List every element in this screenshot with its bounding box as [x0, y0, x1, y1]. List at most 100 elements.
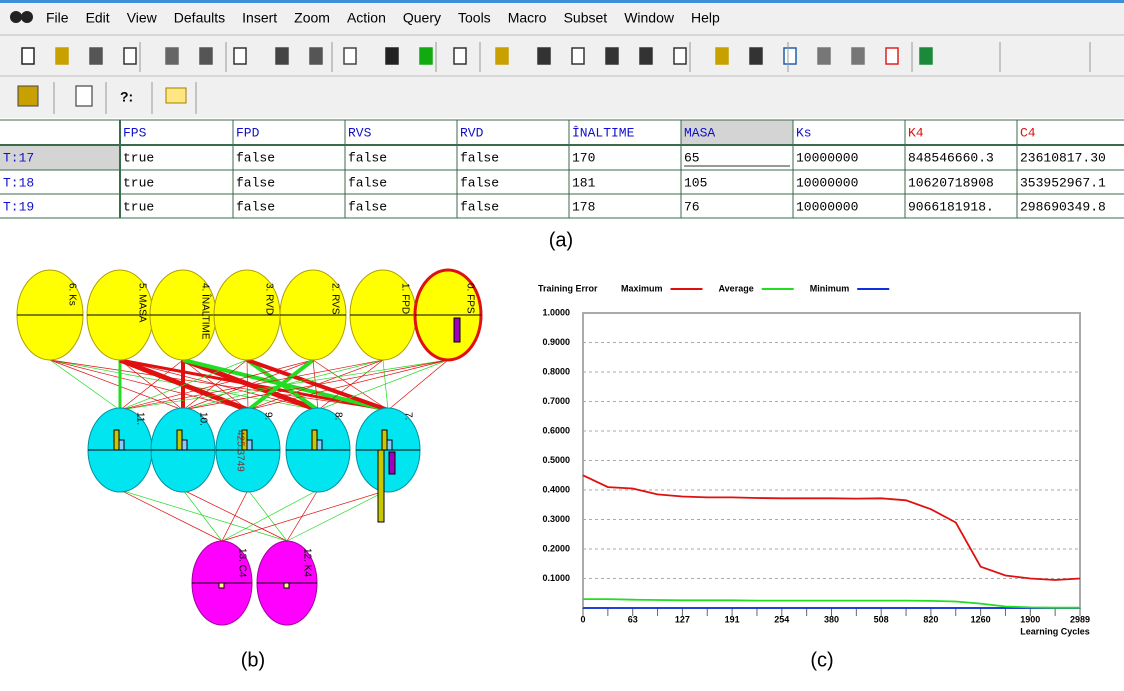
column-header: MASA	[684, 125, 715, 140]
table-cell: false	[236, 175, 275, 190]
row-header: T:17	[3, 150, 34, 165]
menu-item[interactable]: View	[127, 10, 158, 26]
y-tick-label: 0.9000	[542, 337, 570, 347]
table-cell: 298690349.8	[1020, 199, 1106, 214]
node-bar	[389, 452, 395, 474]
toolbar-text[interactable]: ?:	[120, 89, 133, 105]
table-cell: false	[460, 150, 499, 165]
toolbar-icon	[22, 48, 34, 64]
column-header: RVD	[460, 125, 484, 140]
x-tick-label: 63	[628, 614, 638, 624]
network-edge	[50, 360, 120, 410]
x-tick-label: 2989	[1070, 614, 1090, 624]
node-bar	[454, 318, 460, 342]
table-cell: 23610817.30	[1020, 150, 1106, 165]
table-cell: false	[348, 175, 387, 190]
menu-item[interactable]: Tools	[458, 10, 491, 26]
menu-item[interactable]: Subset	[564, 10, 608, 26]
toolbar-icon	[818, 48, 830, 64]
y-tick-label: 1.0000	[542, 307, 570, 317]
column-header: C4	[1020, 125, 1036, 140]
network-edge	[120, 490, 287, 541]
menu-item[interactable]: Zoom	[294, 10, 330, 26]
y-tick-label: 0.8000	[542, 366, 570, 376]
table-cell: false	[236, 150, 275, 165]
table-cell: 848546660.3	[908, 150, 994, 165]
column-header: K4	[908, 125, 924, 140]
table-cell: false	[348, 199, 387, 214]
toolbar-icon	[386, 48, 398, 64]
toolbar-icon	[310, 48, 322, 64]
toolbar-icon	[124, 48, 136, 64]
menu-item[interactable]: Edit	[86, 10, 110, 26]
table-cell: false	[348, 150, 387, 165]
toolbar-icon	[90, 48, 102, 64]
node-bar	[182, 440, 187, 450]
network-edge	[222, 490, 388, 541]
toolbar-icon	[750, 48, 762, 64]
caption: (a)	[549, 229, 573, 251]
node-label: 10.	[197, 412, 208, 426]
toolbar-icon	[716, 48, 728, 64]
node-label: 12. K4	[301, 548, 312, 577]
toolbar-icon	[784, 48, 796, 64]
menu-item[interactable]: Query	[403, 10, 441, 26]
column-header: FPD	[236, 125, 260, 140]
node-bar	[382, 430, 387, 450]
node-label: 7.	[402, 412, 413, 420]
toolbar-icon	[200, 48, 212, 64]
y-tick-label: 0.2000	[542, 543, 570, 553]
toolbar-icon[interactable]	[76, 86, 92, 106]
menu-item[interactable]: Macro	[508, 10, 547, 26]
menu-item[interactable]: File	[46, 10, 69, 26]
toolbar-icon	[166, 48, 178, 64]
node-label: 0. FPS	[464, 283, 475, 314]
table-cell: 181	[572, 175, 596, 190]
toolbar-icon[interactable]	[18, 86, 38, 106]
toolbar-icon	[640, 48, 652, 64]
toolbar-icon	[276, 48, 288, 64]
x-tick-label: 820	[923, 614, 938, 624]
network-edge	[248, 490, 287, 541]
table-cell: 105	[684, 175, 707, 190]
y-tick-label: 0.3000	[542, 514, 570, 524]
table-cell: false	[460, 199, 499, 214]
menu-item[interactable]: Window	[624, 10, 675, 26]
toolbar-icon[interactable]	[166, 88, 186, 103]
node-annotation: 425.3749	[234, 430, 245, 472]
column-header: FPS	[123, 125, 147, 140]
table-cell: 170	[572, 150, 595, 165]
legend-label: Minimum	[810, 283, 850, 293]
y-tick-label: 0.4000	[542, 484, 570, 494]
toolbar-icon	[234, 48, 246, 64]
toolbar-icon	[572, 48, 584, 64]
table-cell: 76	[684, 199, 700, 214]
table-cell: 353952967.1	[1020, 175, 1106, 190]
toolbar-icon	[920, 48, 932, 64]
caption: (c)	[810, 649, 833, 671]
node-label: 2. RVS	[329, 283, 340, 315]
x-tick-label: 1900	[1020, 614, 1040, 624]
toolbar-icon	[606, 48, 618, 64]
toolbar-icon	[496, 48, 508, 64]
y-tick-label: 0.1000	[542, 573, 570, 583]
x-tick-label: 508	[874, 614, 889, 624]
node-bar	[317, 440, 322, 450]
node-bar	[387, 440, 392, 450]
caption: (b)	[241, 649, 265, 671]
table-cell: true	[123, 175, 154, 190]
menu-item[interactable]: Defaults	[174, 10, 225, 26]
toolbar-icon	[56, 48, 68, 64]
menu-item[interactable]: Action	[347, 10, 386, 26]
column-header: ÎNALTIME	[572, 125, 635, 140]
node-label: 9.	[262, 412, 273, 420]
table-cell: 10000000	[796, 150, 858, 165]
node-label: 6. Ks	[66, 283, 77, 306]
table-cell: 178	[572, 199, 595, 214]
figure: (a) (b) (c) File Edit View Defaults Insert Zo…	[0, 0, 1124, 691]
table-cell: 9066181918.	[908, 199, 994, 214]
menu-item[interactable]: Help	[691, 10, 720, 26]
menu-item[interactable]: Insert	[242, 10, 277, 26]
x-axis-label: Learning Cycles	[1020, 626, 1090, 636]
table-cell: 10000000	[796, 199, 858, 214]
